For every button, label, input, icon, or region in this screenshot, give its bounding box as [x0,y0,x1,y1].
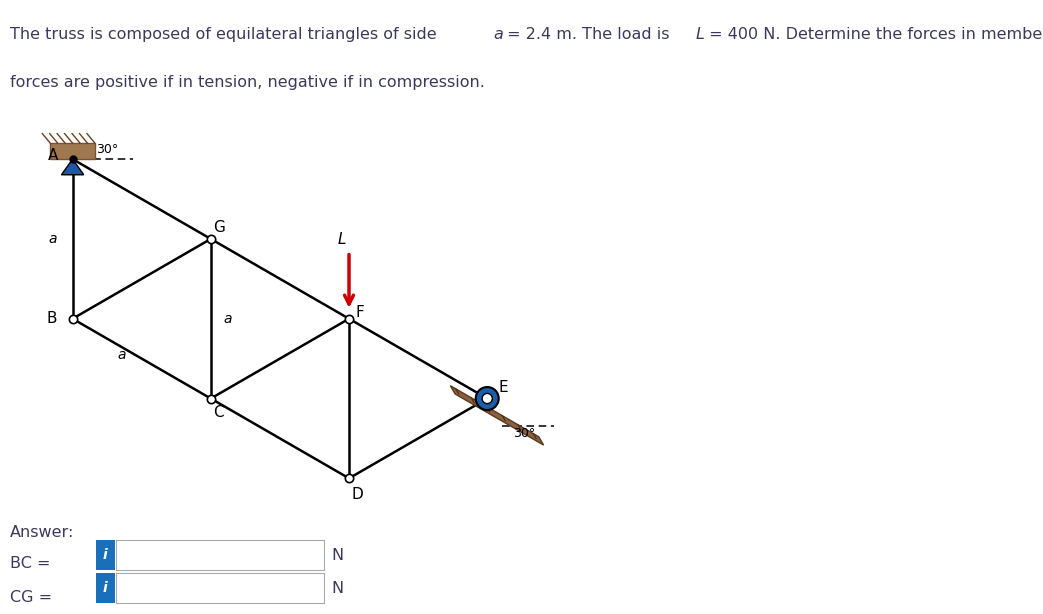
Text: N: N [332,548,344,562]
Text: 30°: 30° [97,142,119,156]
Text: A: A [48,149,58,163]
Text: Answer:: Answer: [10,526,75,540]
Text: a: a [223,312,233,325]
Circle shape [482,394,492,403]
Text: forces are positive if in tension, negative if in compression.: forces are positive if in tension, negat… [10,76,485,90]
Circle shape [476,387,499,410]
Text: B: B [47,311,57,326]
Text: L: L [338,231,346,247]
Text: BC =: BC = [10,556,56,571]
Text: D: D [351,487,363,502]
Polygon shape [451,386,543,445]
Text: N: N [332,581,344,596]
Text: a: a [48,232,56,246]
Bar [50,143,95,159]
Text: 30°: 30° [513,427,535,440]
Text: a: a [493,28,504,42]
Text: = 2.4 m. The load is: = 2.4 m. The load is [503,28,675,42]
Text: = 400 N. Determine the forces in members: = 400 N. Determine the forces in members [704,28,1043,42]
Text: E: E [499,380,508,395]
Text: L: L [696,28,704,42]
Text: C: C [214,405,224,421]
Text: The truss is composed of equilateral triangles of side: The truss is composed of equilateral tri… [10,28,442,42]
Text: CG =: CG = [10,590,57,605]
Text: F: F [356,305,365,320]
Text: i: i [103,581,107,595]
Text: a: a [117,348,126,362]
Text: i: i [103,548,107,562]
Text: G: G [213,220,224,235]
Polygon shape [62,159,83,175]
